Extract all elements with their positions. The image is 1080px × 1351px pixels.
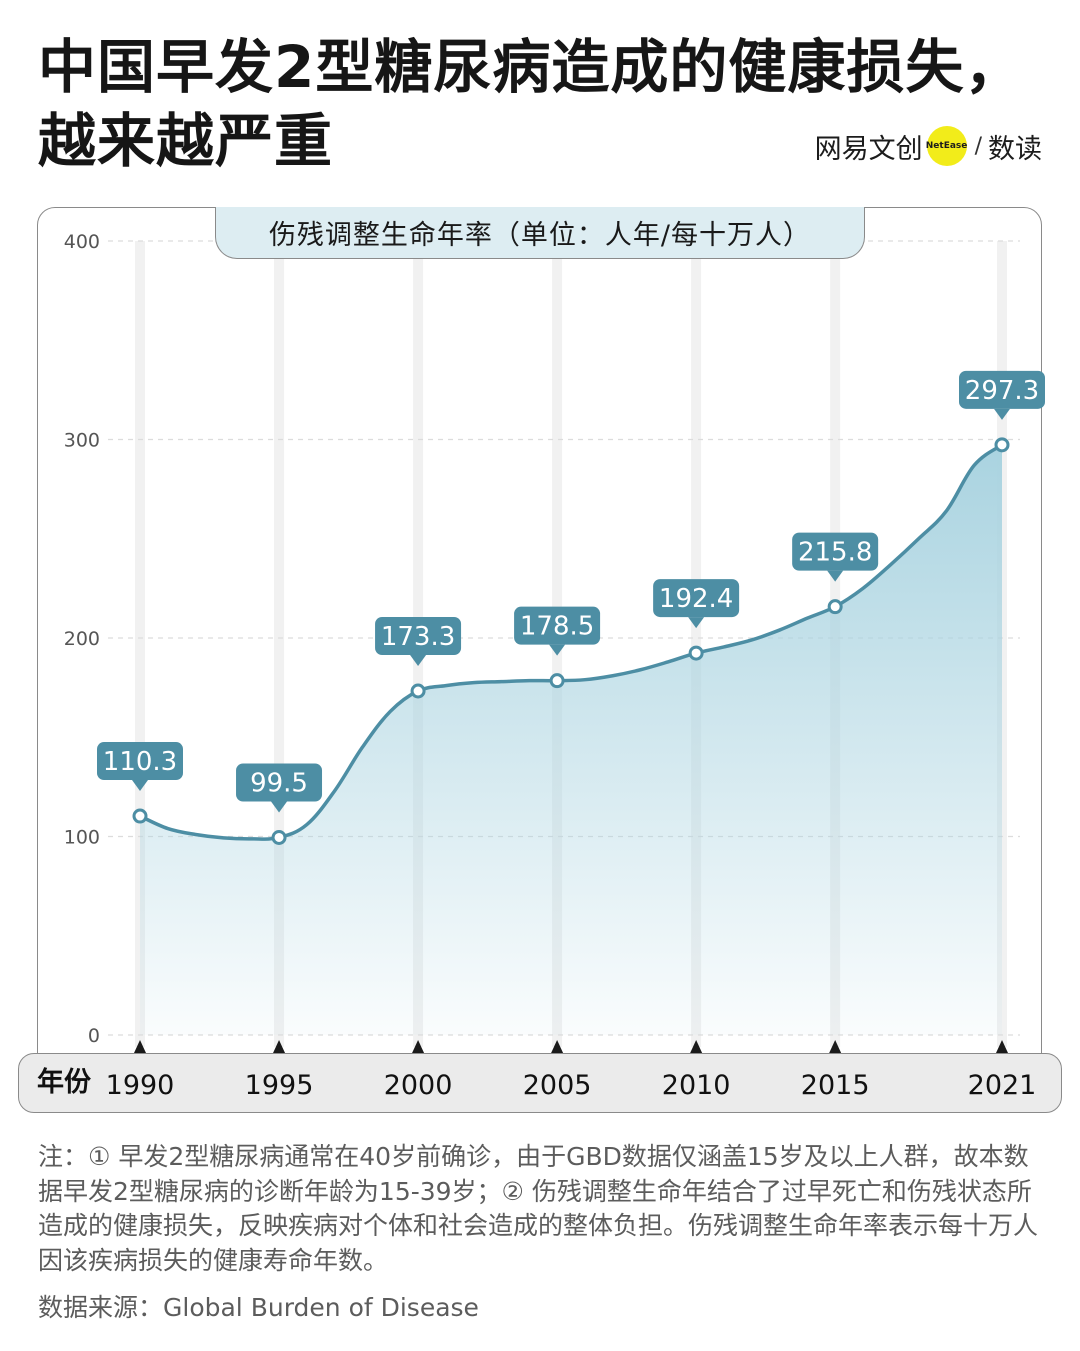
data-label-box-2021	[959, 370, 1045, 409]
page-title: 中国早发2型糖尿病造成的健康损失， 越来越严重	[38, 30, 1058, 178]
data-label-box-2005	[514, 606, 601, 645]
brand-badge: NetEase	[925, 126, 968, 166]
data-label-text-1995: 99.5	[250, 768, 308, 798]
x-tick-label-1995: 1995	[245, 1070, 314, 1101]
x-tick-label-2021: 2021	[968, 1070, 1037, 1101]
data-source: 数据来源：Global Burden of Disease	[38, 1293, 479, 1322]
title-line-1: 中国早发2型糖尿病造成的健康损失，	[38, 33, 1024, 101]
data-label-box-2010	[653, 579, 740, 618]
data-label-1995: 99.5	[236, 763, 323, 813]
data-label-text-1990: 110.3	[103, 747, 177, 777]
data-label-text-2010: 192.4	[659, 584, 733, 614]
data-point-2015	[827, 599, 843, 615]
data-label-box-2015	[792, 532, 879, 571]
guide-band-1990	[135, 241, 145, 1047]
data-label-2015: 215.8	[792, 532, 879, 582]
data-point-2005	[549, 673, 565, 689]
data-label-2021: 297.3	[959, 370, 1045, 420]
data-label-pointer-1995	[271, 801, 288, 813]
data-label-pointer-2005	[549, 644, 566, 656]
data-label-box-1995	[236, 763, 323, 802]
x-tick-marker-2000	[412, 1040, 425, 1053]
chart-title-text: 伤残调整生命年率（单位：人年/每十万人）	[268, 220, 812, 251]
chart-title: 伤残调整生命年率（单位：人年/每十万人）	[215, 207, 865, 259]
x-axis-bar: 年份	[18, 1053, 1062, 1113]
series-area	[140, 444, 1002, 1035]
x-tick-label-2000: 2000	[384, 1070, 453, 1101]
data-point-2000	[410, 683, 426, 699]
guide-band-2010	[691, 241, 702, 1047]
data-label-box-1990	[97, 742, 183, 781]
brand-name: 网易文创	[814, 133, 923, 165]
data-label-pointer-2021	[994, 408, 1010, 420]
x-tick-label-1990: 1990	[106, 1070, 175, 1101]
data-label-2005: 178.5	[514, 606, 601, 656]
brand-slash: /	[974, 133, 982, 159]
x-tick-label-2005: 2005	[523, 1070, 592, 1101]
x-tick-label-2010: 2010	[662, 1070, 731, 1101]
brand-column: 数读	[988, 133, 1042, 165]
x-tick-marker-2005	[551, 1040, 564, 1053]
x-axis-label: 年份	[37, 1067, 91, 1098]
guide-band-1995	[274, 241, 285, 1047]
data-label-text-2005: 178.5	[520, 612, 594, 642]
data-label-box-2000	[375, 616, 462, 655]
data-point-1990	[132, 808, 148, 824]
data-label-text-2000: 173.3	[381, 622, 455, 652]
data-label-pointer-1990	[132, 780, 148, 792]
y-tick-label-0: 0	[88, 1025, 100, 1047]
footnote: 注：① 早发2型糖尿病通常在40岁前确诊，由于GBD数据仅涵盖15岁及以上人群，…	[38, 1142, 1039, 1275]
data-label-pointer-2010	[688, 617, 705, 629]
x-tick-marker-2021	[996, 1040, 1008, 1053]
data-point-2021	[994, 437, 1010, 453]
y-tick-label-200: 200	[64, 628, 100, 650]
x-tick-marker-1990	[134, 1040, 146, 1053]
x-tick-marker-2010	[690, 1040, 703, 1053]
brand-logo: 网易文创 NetEase / 数读	[815, 126, 1042, 166]
data-label-2010: 192.4	[653, 579, 740, 629]
data-label-pointer-2000	[410, 654, 427, 666]
data-label-text-2021: 297.3	[965, 376, 1039, 406]
data-point-2010	[688, 645, 704, 661]
brand-badge-text: NetEase	[925, 141, 968, 151]
y-tick-label-400: 400	[64, 231, 100, 253]
title-line-2: 越来越严重	[38, 107, 334, 175]
x-tick-marker-2015	[829, 1040, 842, 1053]
data-label-2000: 173.3	[375, 616, 462, 666]
data-label-text-2015: 215.8	[798, 538, 872, 568]
data-label-pointer-2015	[827, 570, 844, 582]
x-tick-label-2015: 2015	[801, 1070, 870, 1101]
y-tick-label-100: 100	[64, 827, 100, 849]
data-label-1990: 110.3	[97, 742, 183, 792]
x-tick-marker-1995	[273, 1040, 286, 1053]
data-point-1995	[271, 829, 287, 845]
y-tick-label-300: 300	[64, 430, 100, 452]
